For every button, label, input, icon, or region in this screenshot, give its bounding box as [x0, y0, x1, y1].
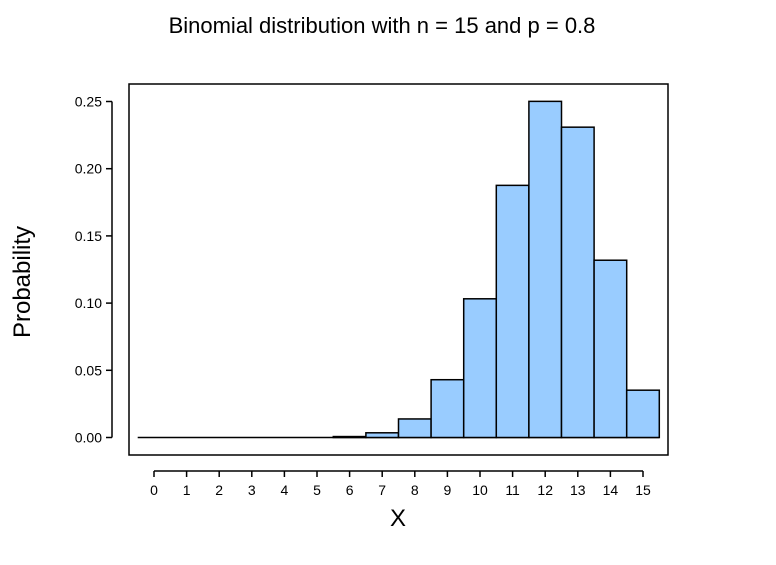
- plot-frame: [128, 83, 669, 456]
- y-tick-label: 0.00: [75, 430, 102, 446]
- bar-15: [625, 389, 661, 439]
- y-axis: 0.00 0.05 0.10 0.15 0.20 0.25: [75, 94, 113, 446]
- x-tick-label: 15: [635, 482, 651, 498]
- x-tick-label: 1: [183, 482, 191, 498]
- bar-6: [332, 435, 367, 439]
- x-tick-label: 6: [346, 482, 354, 498]
- x-tick-label: 3: [248, 482, 256, 498]
- x-tick-label: 0: [150, 482, 158, 498]
- bar-12: [528, 100, 563, 439]
- chart-title: Binomial distribution with n = 15 and p …: [169, 13, 596, 38]
- x-tick-label: 7: [378, 482, 386, 498]
- bar-14: [593, 259, 628, 439]
- y-tick-label: 0.05: [75, 362, 102, 378]
- x-tick-label: 14: [603, 482, 619, 498]
- y-tick-label: 0.15: [75, 228, 102, 244]
- x-tick-label: 4: [281, 482, 289, 498]
- x-tick-label: 11: [505, 482, 520, 498]
- x-tick-label: 5: [313, 482, 321, 498]
- bars-group: [137, 100, 661, 439]
- bar-9: [430, 378, 465, 439]
- x-tick-label: 13: [570, 482, 586, 498]
- bar-10: [462, 298, 498, 439]
- bar-11: [495, 184, 530, 439]
- bar-8: [397, 418, 432, 439]
- y-tick-label: 0.20: [75, 161, 102, 177]
- x-tick-label: 2: [215, 482, 223, 498]
- bar-7: [365, 432, 400, 439]
- x-tick-label: 8: [411, 482, 419, 498]
- x-tick-label: 12: [537, 482, 553, 498]
- bar-13: [560, 126, 595, 439]
- x-axis-label: X: [390, 505, 406, 532]
- y-tick-label: 0.25: [75, 94, 102, 110]
- y-tick-label: 0.10: [75, 295, 102, 311]
- y-axis-label: Probability: [9, 226, 36, 338]
- x-tick-label: 10: [472, 482, 488, 498]
- x-tick-label: 9: [444, 482, 452, 498]
- x-axis: 0 1 2 3 4 5 6 7 8 9 10 11 12 13 14 15: [150, 470, 651, 498]
